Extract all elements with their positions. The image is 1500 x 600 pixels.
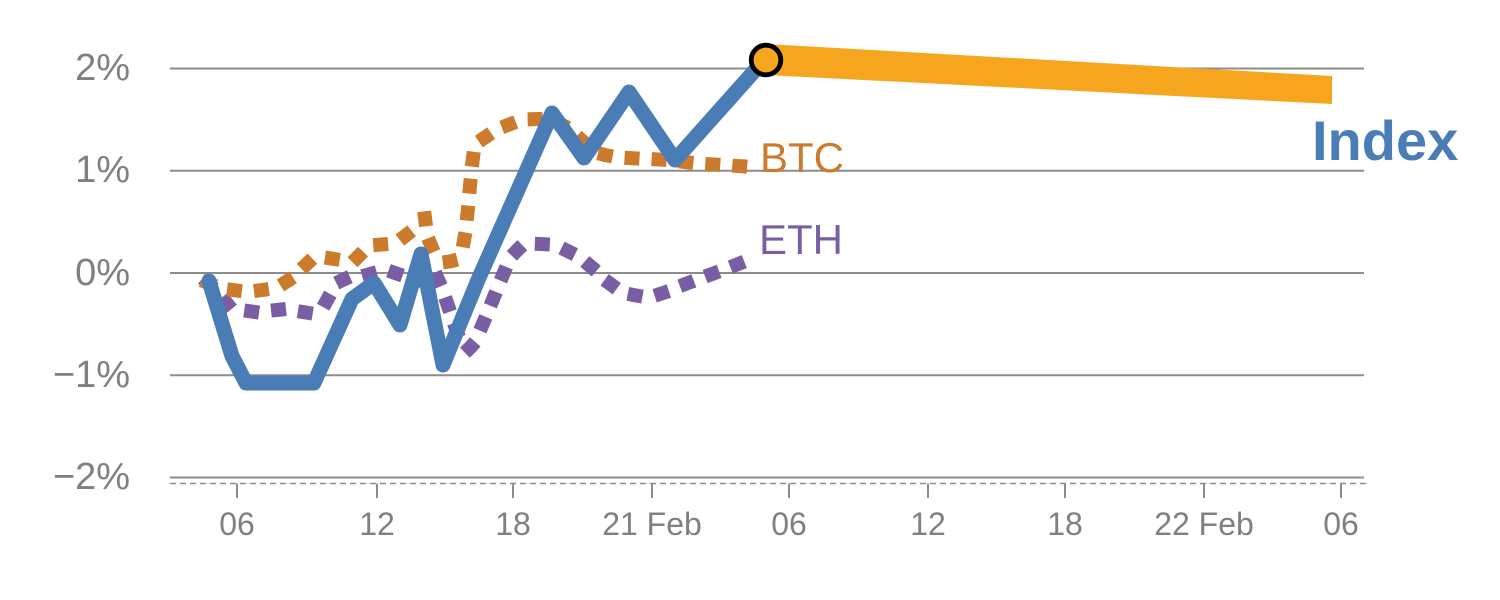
svg-text:06: 06	[219, 506, 255, 542]
svg-text:06: 06	[771, 506, 807, 542]
svg-text:1%: 1%	[75, 149, 130, 191]
svg-text:Index: Index	[1312, 109, 1458, 172]
svg-text:18: 18	[1047, 506, 1083, 542]
svg-text:12: 12	[910, 506, 946, 542]
svg-text:−2%: −2%	[53, 456, 130, 498]
svg-text:−1%: −1%	[53, 354, 130, 396]
svg-text:ETH: ETH	[759, 216, 843, 263]
svg-text:0%: 0%	[75, 252, 130, 294]
svg-text:06: 06	[1323, 506, 1359, 542]
svg-text:21 Feb: 21 Feb	[602, 506, 702, 542]
svg-text:BTC: BTC	[760, 134, 844, 181]
svg-text:18: 18	[495, 506, 531, 542]
svg-text:12: 12	[359, 506, 395, 542]
svg-text:2%: 2%	[75, 47, 130, 89]
svg-text:22 Feb: 22 Feb	[1154, 506, 1254, 542]
